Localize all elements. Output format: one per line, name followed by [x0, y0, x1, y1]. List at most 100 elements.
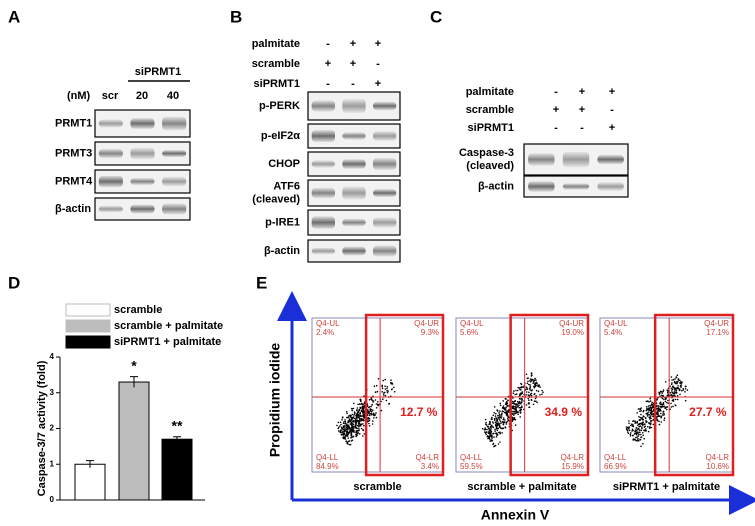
event — [670, 376, 673, 378]
event — [499, 404, 502, 407]
event — [346, 412, 348, 415]
event — [656, 418, 658, 421]
event — [628, 427, 630, 429]
event — [536, 382, 538, 385]
event — [519, 412, 522, 414]
event — [664, 407, 667, 409]
event — [348, 415, 350, 417]
event — [521, 398, 523, 401]
event — [641, 419, 644, 421]
event — [630, 432, 632, 434]
event — [531, 374, 533, 377]
event — [521, 400, 523, 402]
band — [342, 99, 366, 113]
event — [659, 395, 661, 397]
event — [489, 420, 491, 423]
event — [499, 431, 501, 434]
band — [342, 159, 366, 169]
event — [532, 403, 535, 406]
event — [494, 419, 496, 421]
event — [643, 437, 645, 440]
event — [491, 437, 493, 440]
event — [358, 403, 361, 405]
event — [484, 427, 487, 429]
event — [661, 394, 663, 397]
row-label: PRMT1 — [55, 117, 92, 129]
event — [374, 399, 377, 401]
event — [511, 420, 514, 422]
event — [356, 407, 359, 409]
event — [339, 421, 342, 424]
event — [343, 421, 345, 423]
event — [495, 436, 498, 438]
event — [386, 386, 389, 388]
event — [533, 393, 535, 396]
lane-label: 40 — [167, 90, 179, 102]
row-label: Caspase-3 — [459, 147, 514, 159]
event — [350, 431, 353, 434]
y-axis-label: Propidium iodide — [267, 343, 283, 458]
event — [354, 427, 356, 429]
event — [529, 389, 532, 391]
event — [352, 407, 355, 410]
event — [495, 425, 497, 427]
event — [651, 419, 653, 422]
event — [636, 436, 638, 438]
event — [514, 409, 516, 411]
event — [515, 412, 518, 414]
event — [637, 437, 639, 440]
event — [530, 392, 533, 395]
event — [503, 417, 505, 419]
event — [539, 386, 541, 388]
event — [355, 433, 357, 436]
plot-frame — [455, 317, 589, 473]
event — [667, 393, 669, 395]
event — [361, 402, 363, 405]
event — [649, 406, 651, 409]
event — [518, 406, 521, 409]
band — [130, 178, 155, 185]
event — [350, 415, 352, 417]
event — [349, 430, 351, 432]
event — [347, 432, 350, 434]
event — [390, 381, 392, 384]
event — [640, 410, 642, 412]
event — [666, 389, 668, 391]
event — [667, 399, 669, 402]
event — [640, 433, 642, 436]
event — [353, 402, 355, 405]
event — [341, 418, 343, 421]
event — [534, 383, 536, 386]
event — [349, 423, 352, 425]
event — [391, 382, 393, 384]
event — [631, 428, 634, 431]
condition-name: siPRMT1 — [254, 78, 300, 90]
event — [675, 389, 678, 392]
event — [357, 419, 359, 422]
event — [634, 430, 637, 433]
event — [645, 428, 647, 430]
condition-name: palmitate — [252, 38, 300, 50]
event — [661, 414, 664, 416]
event — [359, 415, 362, 418]
event — [488, 429, 491, 431]
event — [530, 372, 533, 374]
event — [670, 406, 673, 408]
event — [384, 388, 387, 390]
event — [527, 397, 529, 400]
event — [676, 382, 678, 385]
event — [381, 391, 384, 393]
event — [368, 406, 371, 408]
band — [98, 205, 123, 213]
event — [357, 432, 359, 435]
event — [534, 397, 537, 400]
condition-sign: + — [609, 86, 615, 98]
event — [344, 422, 347, 425]
event — [495, 423, 497, 426]
lane-label: scr — [102, 90, 119, 102]
quadrant-value: 17.1% — [706, 328, 729, 337]
y-tick-label: 4 — [50, 352, 55, 361]
significance: * — [131, 357, 137, 373]
quadrant-name: Q4-UL — [316, 319, 340, 328]
event — [678, 379, 680, 381]
